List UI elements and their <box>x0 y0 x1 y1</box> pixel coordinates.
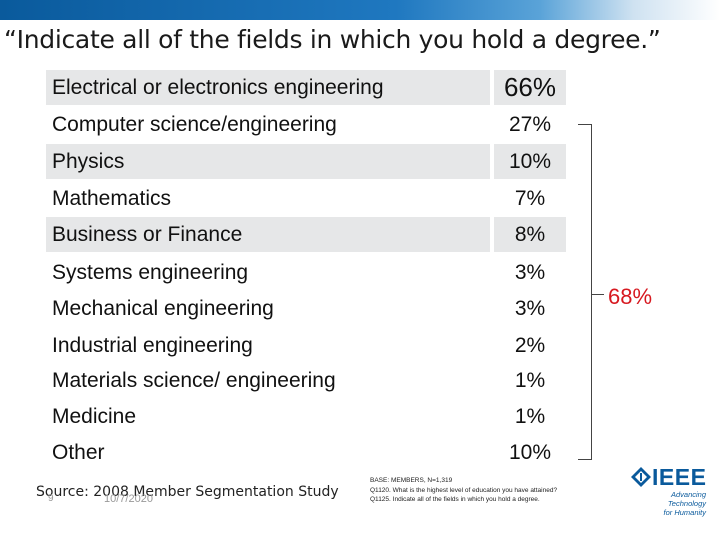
row-value: 10% <box>508 441 552 464</box>
row-label: Business or Finance <box>46 217 490 252</box>
note-line: Q1125. Indicate all of the fields in whi… <box>370 496 540 503</box>
row-value: 2% <box>514 334 546 357</box>
slide-title: “Indicate all of the fields in which you… <box>4 25 661 54</box>
table-row: Industrial engineering 2% <box>46 328 566 363</box>
row-value: 8% <box>494 217 566 252</box>
row-label: Mechanical engineering <box>52 297 274 320</box>
base-notes: BASE: MEMBERS, N=1,319 Q1120. What is th… <box>370 476 557 505</box>
slide-date: 10/7/2020 <box>104 493 153 505</box>
note-line: Q1120. What is the highest level of educ… <box>370 486 558 494</box>
tagline-line: Advancing Technology <box>667 490 706 508</box>
row-label: Materials science/ engineering <box>52 369 336 392</box>
table-row: Medicine 1% <box>46 399 566 434</box>
bracket-tick <box>592 294 604 295</box>
table-row: Electrical or electronics engineering 66… <box>46 70 566 105</box>
row-label: Computer science/engineering <box>52 113 337 136</box>
source-note: Source: 2008 Member Segmentation Study <box>36 484 339 500</box>
row-label: Medicine <box>52 405 137 428</box>
ieee-wordmark: IEEE <box>652 464 707 490</box>
tagline-line: for Humanity <box>663 508 706 517</box>
row-value: 10% <box>494 144 566 179</box>
row-label: Industrial engineering <box>52 334 253 357</box>
page-number: 9 <box>48 493 54 504</box>
table-row: Computer science/engineering 27% <box>46 107 566 142</box>
grouping-bracket <box>578 124 592 460</box>
table-row: Systems engineering 3% <box>46 255 566 290</box>
row-value: 3% <box>514 261 546 284</box>
note-line: BASE: MEMBERS, N=1,319 <box>370 477 453 484</box>
bracket-total: 68% <box>608 284 653 309</box>
table-row: Mathematics 7% <box>46 181 566 216</box>
ieee-diamond-icon <box>631 467 651 487</box>
row-label: Physics <box>46 144 490 179</box>
row-label: Other <box>52 441 105 464</box>
table-row: Materials science/ engineering 1% <box>46 363 566 398</box>
ieee-tagline: Advancing Technology for Humanity <box>646 490 706 517</box>
row-value: 3% <box>514 297 546 320</box>
row-value: 1% <box>514 405 546 428</box>
row-value: 7% <box>514 187 546 210</box>
row-label: Systems engineering <box>52 261 249 284</box>
row-value: 66% <box>494 70 566 105</box>
row-value: 27% <box>508 113 552 136</box>
table-row: Physics 10% <box>46 144 566 179</box>
table-row: Other 10% <box>46 435 566 470</box>
row-label: Mathematics <box>52 187 172 210</box>
row-label: Electrical or electronics engineering <box>46 70 490 105</box>
header-bar <box>0 0 720 20</box>
table-row: Mechanical engineering 3% <box>46 291 566 326</box>
row-value: 1% <box>514 369 546 392</box>
table-row: Business or Finance 8% <box>46 217 566 252</box>
ieee-logo: IEEE Advancing Technology for Humanity <box>630 464 710 517</box>
